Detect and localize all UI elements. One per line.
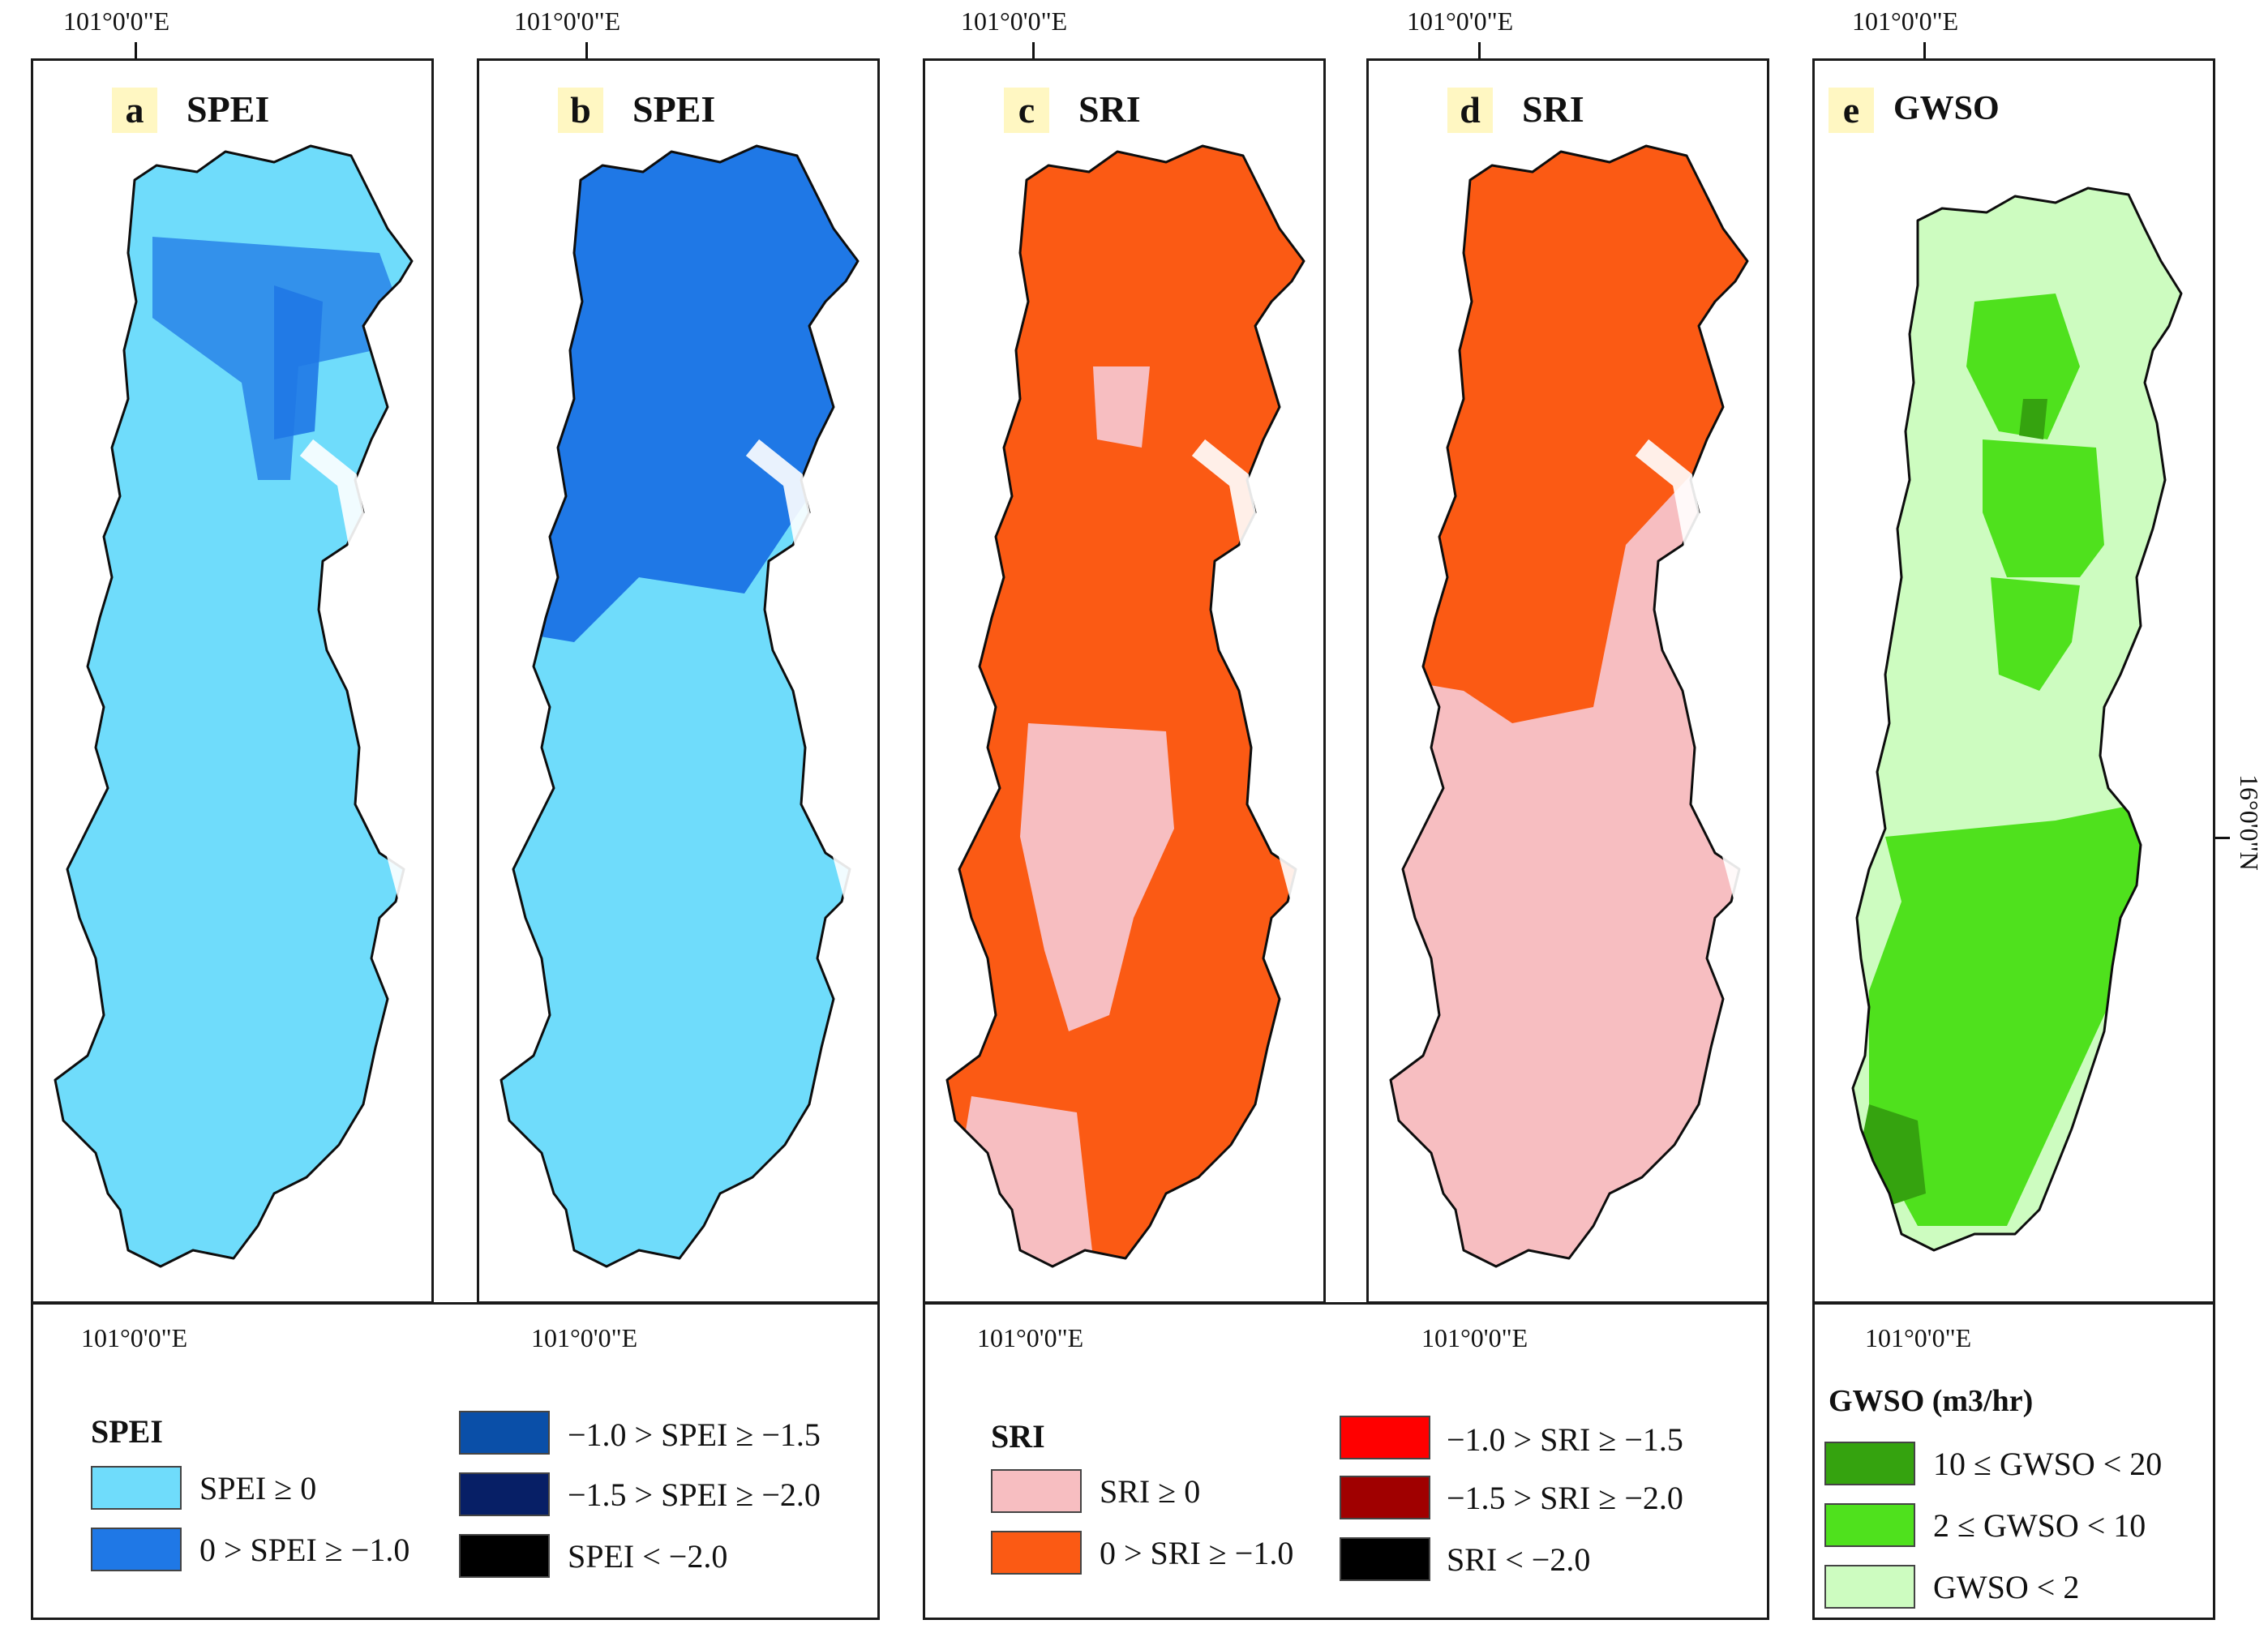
legend-sri-title: SRI (991, 1418, 1045, 1455)
bottom-longitude-label-c-front: 101°0'0"E (977, 1323, 1084, 1352)
legend-gwso-title: GWSO (m3/hr) (1829, 1384, 2034, 1418)
top-longitude-label-c: 101°0'0"E (961, 6, 1068, 36)
top-longitude-label-b: 101°0'0"E (514, 6, 621, 36)
no-data-gap (1635, 439, 1758, 913)
top-longitude-label-e: 101°0'0"E (1852, 6, 1959, 36)
legend-gwso-swatch-0 (1824, 1442, 1915, 1485)
legend-spei-label-0: SPEI ≥ 0 (199, 1470, 317, 1506)
legend-spei-label-1: 0 > SPEI ≥ −1.0 (199, 1532, 410, 1568)
legend-sri-swatch-2 (1340, 1416, 1430, 1459)
sri-ge0-patch-mid (1020, 723, 1174, 1031)
right-latitude-label: 16°0'0"N (2235, 774, 2264, 871)
gwso-2-10-zone-south (1869, 804, 2153, 1226)
legend-sri-label-1: 0 > SRI ≥ −1.0 (1100, 1535, 1294, 1571)
basin-outline (945, 144, 1305, 1268)
basin-outline (1851, 186, 2183, 1252)
legend-spei-label-4: SPEI < −2.0 (568, 1538, 728, 1575)
gwso-10-20-zone-north (2019, 399, 2047, 439)
basin-outline (1389, 144, 1749, 1268)
panel-e-title: GWSO (1893, 90, 2000, 127)
gwso-2-10-zone-mid (1991, 577, 2080, 691)
legend-sri-swatch-1 (991, 1531, 1082, 1575)
panel-a-letter: a (112, 88, 157, 133)
map-c (945, 144, 1314, 1268)
legend-spei-title: SPEI (91, 1413, 163, 1450)
legend-sri-label-3: −1.5 > SRI ≥ −2.0 (1447, 1480, 1683, 1516)
no-data-gap (1191, 439, 1314, 913)
bottom-longitude-label-d-front: 101°0'0"E (1421, 1323, 1528, 1352)
tick-right-lat (2215, 837, 2230, 839)
tick-top-d (1478, 42, 1481, 58)
map-a (54, 144, 422, 1268)
legend-spei-label-2: −1.0 > SPEI ≥ −1.5 (568, 1416, 821, 1453)
top-longitude-label-a: 101°0'0"E (63, 6, 170, 36)
basin-outline (54, 144, 414, 1268)
bottom-longitude-label-b-front: 101°0'0"E (531, 1323, 638, 1352)
gwso-2-10-zone-north (1966, 294, 2080, 439)
gwso-2-10-zone-upper (1983, 439, 2104, 577)
legend-spei-swatch-3 (459, 1472, 550, 1516)
legend-sri-label-2: −1.0 > SRI ≥ −1.5 (1447, 1421, 1683, 1458)
panel-d-title: SRI (1522, 88, 1584, 130)
legend-gwso-swatch-1 (1824, 1503, 1915, 1547)
map-e (1851, 186, 2183, 1252)
legend-spei-label-3: −1.5 > SPEI ≥ −2.0 (568, 1476, 821, 1513)
map-b (499, 144, 868, 1268)
legend-spei-swatch-1 (91, 1528, 182, 1571)
panel-b-letter: b (558, 88, 603, 133)
panel-c-letter: c (1004, 88, 1049, 133)
bottom-longitude-label-a-front: 101°0'0"E (81, 1323, 188, 1352)
sri-ge0-patch-south (955, 1096, 1093, 1266)
panel-b-title: SPEI (632, 88, 716, 130)
bottom-longitude-label-e-front: 101°0'0"E (1865, 1323, 1972, 1352)
panel-a-title: SPEI (186, 88, 270, 130)
legend-sri-swatch-3 (1340, 1476, 1430, 1519)
legend-gwso-label-0: 10 ≤ GWSO < 20 (1933, 1446, 2163, 1482)
spei-0-m1-speckle (274, 285, 323, 439)
spei-0-m1-area (501, 146, 858, 642)
legend-sri-swatch-4 (1340, 1537, 1430, 1581)
tick-top-a (135, 42, 137, 58)
top-longitude-label-d: 101°0'0"E (1407, 6, 1514, 36)
no-data-gap (299, 439, 422, 913)
legend-sri-label-0: SRI ≥ 0 (1100, 1473, 1201, 1510)
legend-gwso-label-2: GWSO < 2 (1933, 1569, 2080, 1605)
tick-top-e (1923, 42, 1926, 58)
legend-gwso-label-1: 2 ≤ GWSO < 10 (1933, 1507, 2146, 1544)
panel-d-letter: d (1447, 88, 1493, 133)
legend-gwso-swatch-2 (1824, 1565, 1915, 1609)
tick-top-b (585, 42, 588, 58)
panel-e-letter: e (1829, 88, 1874, 133)
tick-top-c (1032, 42, 1035, 58)
panel-c-title: SRI (1078, 88, 1141, 130)
legend-sri-swatch-0 (991, 1469, 1082, 1513)
legend-sri-label-4: SRI < −2.0 (1447, 1541, 1591, 1578)
sri-ge0-patch-north (1093, 366, 1150, 448)
legend-spei-swatch-0 (91, 1466, 182, 1510)
legend-spei-swatch-4 (459, 1534, 550, 1578)
map-d (1389, 144, 1758, 1268)
legend-spei-swatch-2 (459, 1411, 550, 1455)
basin-outline (499, 144, 860, 1268)
no-data-gap (745, 439, 868, 913)
